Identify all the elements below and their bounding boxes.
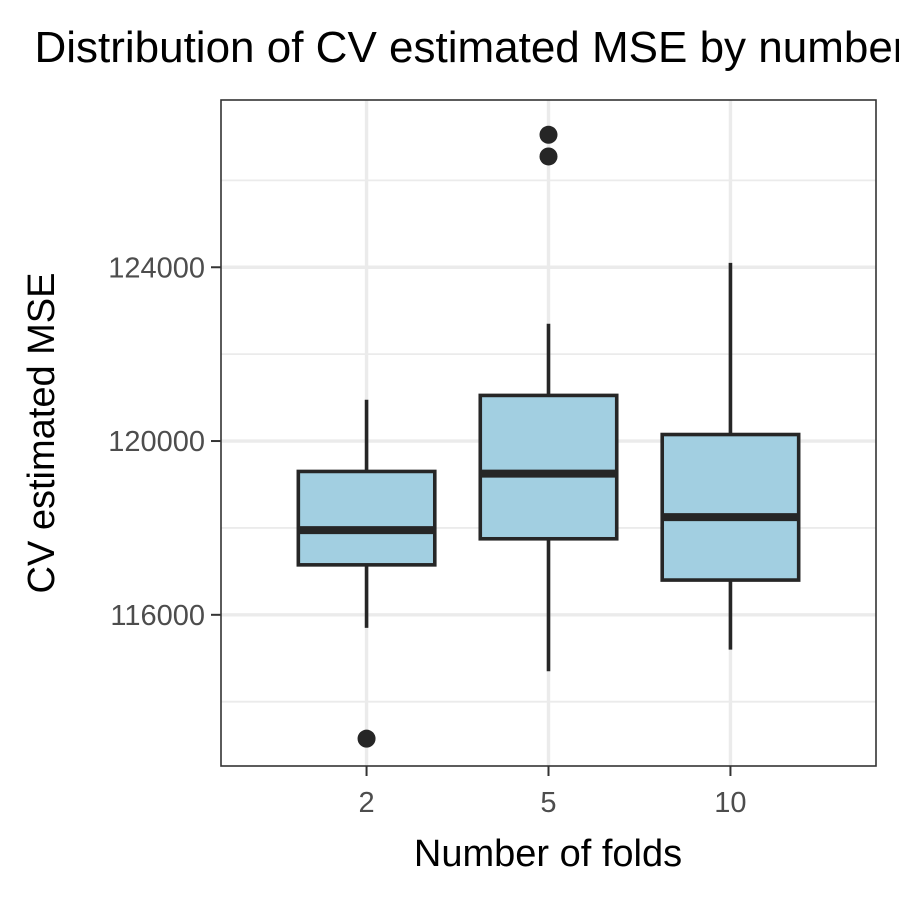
y-axis-title: CV estimated MSE (21, 273, 63, 594)
chart-title: Distribution of CV estimated MSE by numb… (34, 23, 899, 72)
box-plots (296, 125, 801, 748)
outlier-point (539, 147, 558, 166)
box-iqr (660, 432, 801, 582)
box-iqr (296, 469, 437, 567)
outlier-point (357, 729, 376, 748)
y-tick-label: 120000 (108, 426, 205, 458)
box-iqr (478, 393, 619, 541)
axes: 116000 120000 124000 2 5 10 (108, 252, 746, 819)
box-10 (660, 262, 801, 650)
box-5 (478, 125, 619, 672)
x-tick-label: 2 (358, 787, 374, 819)
outlier-point (539, 125, 558, 144)
box-2 (296, 399, 437, 748)
x-tick-label: 5 (540, 787, 556, 819)
x-tick-label: 10 (714, 787, 746, 819)
y-tick-label: 124000 (108, 252, 205, 284)
y-tick-label: 116000 (110, 600, 205, 632)
x-axis-title: Number of folds (414, 833, 682, 875)
